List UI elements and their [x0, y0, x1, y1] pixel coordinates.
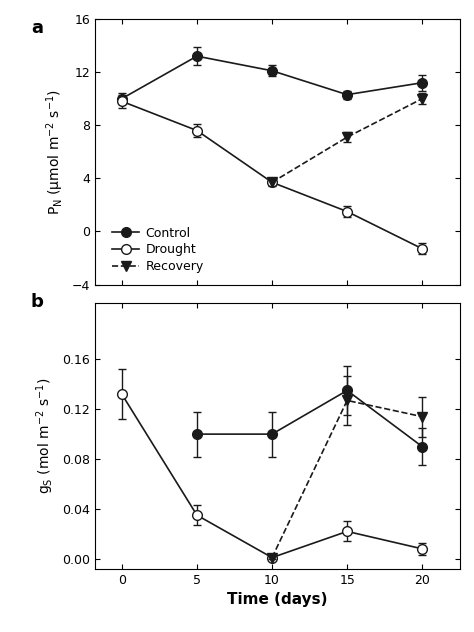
Text: b: b	[31, 293, 44, 310]
Legend: Control, Drought, Recovery: Control, Drought, Recovery	[112, 226, 204, 273]
Y-axis label: P$_\mathrm{N}$ (μmol m$^{-2}$ s$^{-1}$): P$_\mathrm{N}$ (μmol m$^{-2}$ s$^{-1}$)	[45, 88, 66, 215]
Text: a: a	[31, 19, 43, 37]
Y-axis label: g$_\mathrm{S}$ (mol m$^{-2}$ s$^{-1}$): g$_\mathrm{S}$ (mol m$^{-2}$ s$^{-1}$)	[35, 378, 56, 494]
X-axis label: Time (days): Time (days)	[227, 592, 328, 607]
